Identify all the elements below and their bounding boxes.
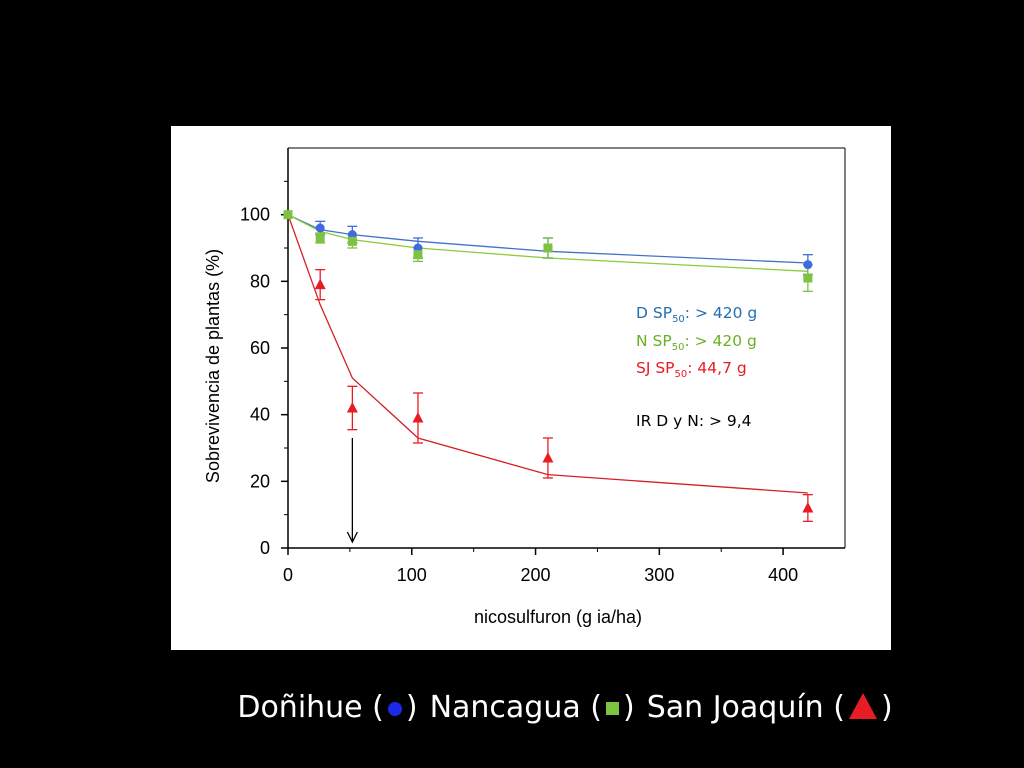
y-tick-label: 40 <box>250 405 270 425</box>
x-tick-label: 100 <box>397 565 427 585</box>
chart-panel: 0 20 40 60 80 100 0 100 200 300 400 D SP50: > 420 … <box>171 126 891 650</box>
data-markers <box>283 210 814 513</box>
data-point-circle <box>315 223 325 233</box>
sp50-arrow-head <box>346 531 358 544</box>
data-point-square <box>315 233 325 243</box>
y-tick-label: 0 <box>260 538 270 558</box>
x-tick-label: 400 <box>768 565 798 585</box>
y-tick-label: 20 <box>250 471 270 491</box>
sp50-annotation: D SP50: > 420 g <box>636 304 757 325</box>
legend-circle-icon <box>387 701 402 716</box>
data-point-circle <box>803 260 813 270</box>
fit-lines <box>287 214 808 494</box>
y-axis-title: Sobrevivencia de plantas (%) <box>203 249 223 483</box>
data-point-square <box>413 250 423 260</box>
data-point-triangle <box>542 452 554 463</box>
legend-item: Nancagua () <box>430 690 635 725</box>
fit-line-square <box>287 214 808 272</box>
data-point-square <box>347 236 357 246</box>
fit-line-triangle <box>287 214 808 494</box>
x-tick-label: 0 <box>283 565 293 585</box>
y-tick-label: 100 <box>240 205 270 225</box>
data-point-triangle <box>802 502 814 513</box>
axes: 0 20 40 60 80 100 0 100 200 300 400 <box>240 147 846 585</box>
legend-square-icon <box>606 702 619 715</box>
data-point-square <box>283 210 293 220</box>
survival-chart: 0 20 40 60 80 100 0 100 200 300 400 D SP50: > 420 … <box>203 147 846 627</box>
data-point-triangle <box>314 278 326 290</box>
sp50-annotation: N SP50: > 420 g <box>636 332 757 353</box>
legend-caption: Doñihue () Nancagua () San Joaquín () <box>0 690 1024 725</box>
legend-item: Doñihue () <box>237 690 417 725</box>
legend-item-label: Nancagua ( <box>429 690 602 725</box>
y-tick-label: 60 <box>250 338 270 358</box>
y-tick-label: 80 <box>250 271 270 291</box>
x-axis-title: nicosulfuron (g ia/ha) <box>474 607 642 627</box>
legend-item-label: Doñihue ( <box>237 690 384 725</box>
legend-item-label-close: ) <box>623 690 635 725</box>
annotations: D SP50: > 420 g N SP50: > 420 g SJ SP50: 4… <box>636 304 757 430</box>
data-point-square <box>543 243 553 253</box>
sp50-annotation: SJ SP50: 44,7 g <box>636 359 747 380</box>
x-tick-label: 200 <box>521 565 551 585</box>
x-tick-label: 300 <box>644 565 674 585</box>
data-point-triangle <box>412 412 424 423</box>
data-point-square <box>803 273 813 283</box>
legend-item-label: San Joaquín ( <box>646 690 845 725</box>
legend-item-label-close: ) <box>405 690 418 725</box>
legend-triangle-icon <box>848 692 877 719</box>
legend-item-label-close: ) <box>880 690 893 725</box>
fit-line-circle <box>287 214 808 264</box>
data-point-triangle <box>346 402 358 413</box>
legend-item: San Joaquín () <box>647 690 893 725</box>
sp50-annotation: IR D y N: > 9,4 <box>636 412 752 430</box>
